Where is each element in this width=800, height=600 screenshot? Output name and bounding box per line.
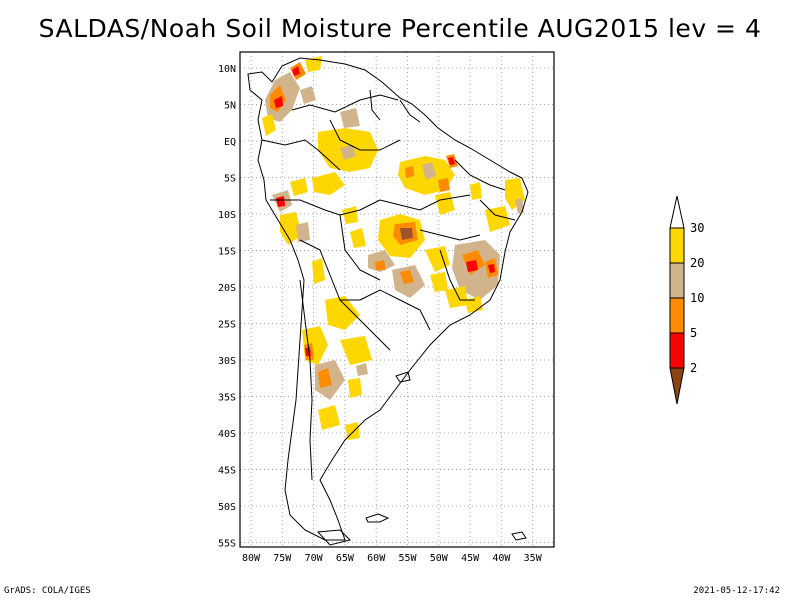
lat-tick-label: 35S — [218, 393, 236, 404]
lon-tick-label: 70W — [305, 553, 324, 564]
colorbar-top-arrow — [669, 195, 685, 229]
lat-tick-label: 45S — [218, 466, 236, 477]
lon-tick-label: 35W — [524, 553, 543, 564]
colorbar-segment — [669, 332, 685, 369]
lat-tick-label: 30S — [218, 356, 236, 367]
soil-moisture-field — [262, 56, 525, 440]
lon-tick-label: 50W — [430, 553, 449, 564]
coastline-borders — [247, 57, 529, 541]
lon-tick-label: 80W — [242, 553, 261, 564]
colorbar-segment — [669, 297, 685, 334]
plot-frame — [239, 51, 555, 548]
lat-tick-label: 50S — [218, 502, 236, 513]
colorbar-bottom-arrow — [669, 367, 685, 405]
footer-credit: GrADS: COLA/IGES — [4, 586, 91, 596]
lon-tick-label: 45W — [461, 553, 480, 564]
lat-tick-label: 20S — [218, 283, 236, 294]
latitude-tick-labels: 10N 5N EQ 5S 10S 15S 20S 25S 30S 35S 40S 45S 50S 55S — [218, 64, 236, 550]
lon-tick-label: 75W — [273, 553, 292, 564]
colorbar-label: 2 — [690, 361, 697, 375]
colorbar-label: 10 — [690, 291, 704, 305]
colorbar: 30 20 10 5 2 — [669, 195, 704, 405]
lat-tick-label: 5N — [224, 101, 236, 112]
lon-tick-label: 40W — [492, 553, 511, 564]
lon-tick-label: 65W — [336, 553, 355, 564]
islands — [316, 371, 527, 546]
colorbar-label: 20 — [690, 256, 704, 270]
lat-tick-label: 15S — [218, 247, 236, 258]
colorbar-segment — [669, 227, 685, 264]
lat-tick-label: 55S — [218, 539, 236, 550]
longitude-tick-labels: 80W 75W 70W 65W 60W 55W 50W 45W 40W 35W — [242, 553, 543, 564]
lon-tick-label: 55W — [398, 553, 417, 564]
lon-tick-label: 60W — [367, 553, 386, 564]
footer-timestamp: 2021-05-12-17:42 — [693, 586, 780, 596]
colorbar-label: 30 — [690, 221, 704, 235]
colorbar-segment — [669, 262, 685, 299]
lat-tick-label: 40S — [218, 429, 236, 440]
lat-tick-label: 10N — [218, 64, 236, 75]
colorbar-label: 5 — [690, 326, 697, 340]
map-title: SALDAS/Noah Soil Moisture Percentile AUG… — [38, 14, 762, 43]
lat-tick-label: EQ — [224, 137, 236, 148]
lat-tick-label: 10S — [218, 210, 236, 221]
lat-tick-label: 25S — [218, 320, 236, 331]
lat-tick-label: 5S — [224, 174, 236, 185]
